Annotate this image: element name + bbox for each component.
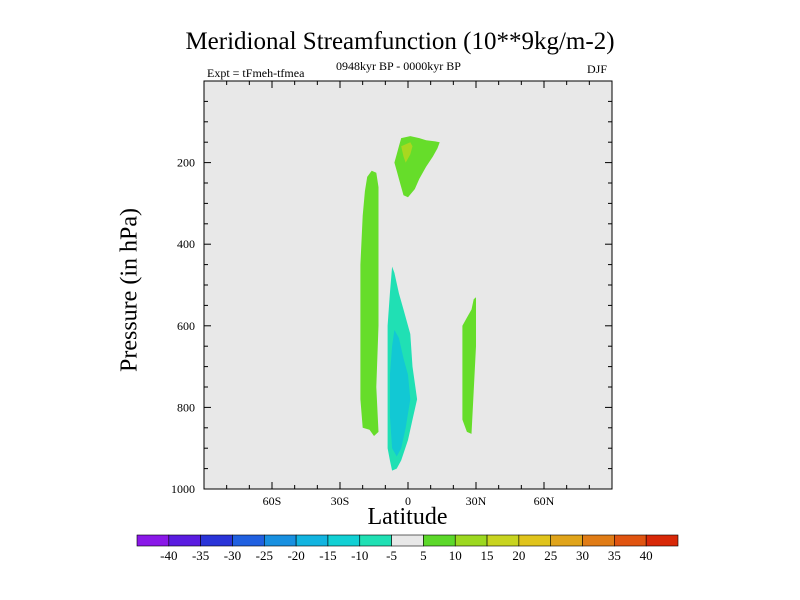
experiment-label: Expt = tFmeh-tfmea	[207, 66, 305, 80]
colorbar-label: -15	[319, 548, 336, 563]
colorbar-swatch	[200, 534, 233, 547]
x-tick-label: 30S	[331, 494, 350, 508]
colorbar-swatch	[423, 534, 456, 547]
equatorial-negative-core	[389, 329, 411, 457]
season-label: DJF	[587, 62, 608, 76]
colorbar-swatch	[645, 534, 679, 547]
colorbar-swatch	[486, 534, 520, 547]
colorbar-swatch	[454, 534, 488, 547]
period-label: 0948kyr BP - 0000kyr BP	[336, 59, 461, 73]
colorbar-label: 20	[512, 548, 525, 563]
y-tick-label: 1000	[171, 482, 195, 496]
colorbar-label: 10	[449, 548, 462, 563]
x-tick-label: 0	[405, 494, 411, 508]
y-tick-label: 400	[177, 237, 195, 251]
colorbar-label: -20	[287, 548, 304, 563]
colorbar-label: 35	[608, 548, 621, 563]
colorbar-swatch	[263, 534, 297, 547]
axis-ticks: 60S 30S 0 30N 60N 200 400 600 800 1000	[171, 81, 613, 508]
colorbar-swatch	[168, 534, 201, 547]
colorbar-swatch	[614, 534, 647, 547]
colorbar-swatch	[295, 534, 329, 547]
colorbar-label: 5	[420, 548, 427, 563]
colorbar-swatch	[550, 534, 583, 547]
southern-positive-cell	[360, 170, 379, 437]
y-tick-label: 200	[177, 156, 195, 170]
colorbar-swatch	[359, 534, 392, 547]
colorbar-swatch	[232, 534, 265, 547]
y-tick-label: 600	[177, 319, 195, 333]
colorbar-swatch	[582, 534, 615, 547]
colorbar-label: -35	[192, 548, 209, 563]
colorbar-swatch	[391, 534, 424, 547]
colorbar-label: -5	[386, 548, 397, 563]
contour-regions	[360, 136, 476, 471]
chart-title: Meridional Streamfunction (10**9kg/m-2)	[185, 28, 615, 55]
colorbar-swatch	[518, 534, 552, 547]
colorbar-label: 15	[481, 548, 494, 563]
northern-positive-cell	[462, 297, 476, 434]
colorbar-label: 25	[544, 548, 557, 563]
y-tick-label: 800	[177, 400, 195, 414]
colorbar-label: -25	[256, 548, 273, 563]
colorbar-swatch	[327, 534, 361, 547]
x-tick-label: 60S	[263, 494, 282, 508]
colorbar: -40 -35 -30 -25 -20 -15 -10 -5 5 10 15 20 25 30 35 40	[136, 534, 679, 563]
x-tick-label: 60N	[534, 494, 555, 508]
colorbar-swatch	[136, 534, 170, 547]
colorbar-label: -30	[224, 548, 241, 563]
upper-positive-core	[401, 142, 413, 163]
colorbar-label: -40	[160, 548, 177, 563]
colorbar-label: 30	[576, 548, 589, 563]
colorbar-label: 40	[640, 548, 653, 563]
x-axis-title: Latitude	[367, 504, 448, 530]
colorbar-label: -10	[351, 548, 368, 563]
x-tick-label: 30N	[466, 494, 487, 508]
